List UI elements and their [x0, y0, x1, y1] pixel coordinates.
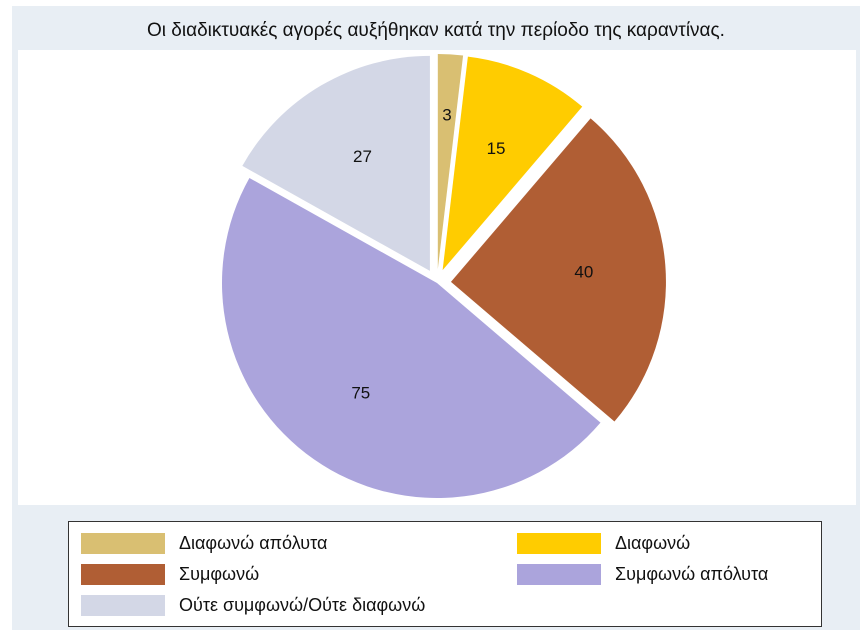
slice-value-label-0: 3 [442, 105, 451, 124]
legend-swatch [81, 563, 165, 585]
legend-swatch [517, 563, 601, 585]
legend-swatch [81, 532, 165, 554]
pie-slice-3 [221, 177, 601, 499]
pie-slice-0 [437, 54, 464, 270]
legend-label: Διαφωνώ απόλυτα [179, 532, 328, 553]
legend-item-4: Ούτε συμφωνώ/Ούτε διαφωνώ [81, 592, 425, 618]
legend-label: Διαφωνώ [615, 532, 691, 553]
legend-label: Συμφωνώ απόλυτα [615, 563, 769, 584]
legend-item-2: Συμφωνώ [81, 561, 259, 587]
legend-item-3: Συμφωνώ απόλυτα [517, 561, 768, 587]
slice-value-label-3: 75 [351, 383, 370, 402]
chart-title: Οι διαδικτυακές αγορές αυξήθηκαν κατά τη… [147, 20, 725, 41]
legend-swatch [81, 594, 165, 616]
slice-value-label-1: 15 [487, 139, 506, 158]
legend-label: Ούτε συμφωνώ/Ούτε διαφωνώ [179, 594, 426, 615]
chart-legend: Διαφωνώ απόλυτα Διαφωνώ Συμφωνώ Συμφωνώ από… [68, 521, 822, 627]
legend-item-0: Διαφωνώ απόλυτα [81, 530, 327, 556]
legend-swatch [517, 532, 601, 554]
pie-slice-2 [450, 118, 666, 422]
pie-slice-4 [242, 55, 430, 271]
legend-label: Συμφωνώ [179, 563, 260, 584]
legend-item-1: Διαφωνώ [517, 530, 690, 556]
pie-slice-1 [442, 56, 583, 271]
slice-value-label-2: 40 [574, 262, 593, 281]
slice-value-label-4: 27 [353, 147, 372, 166]
